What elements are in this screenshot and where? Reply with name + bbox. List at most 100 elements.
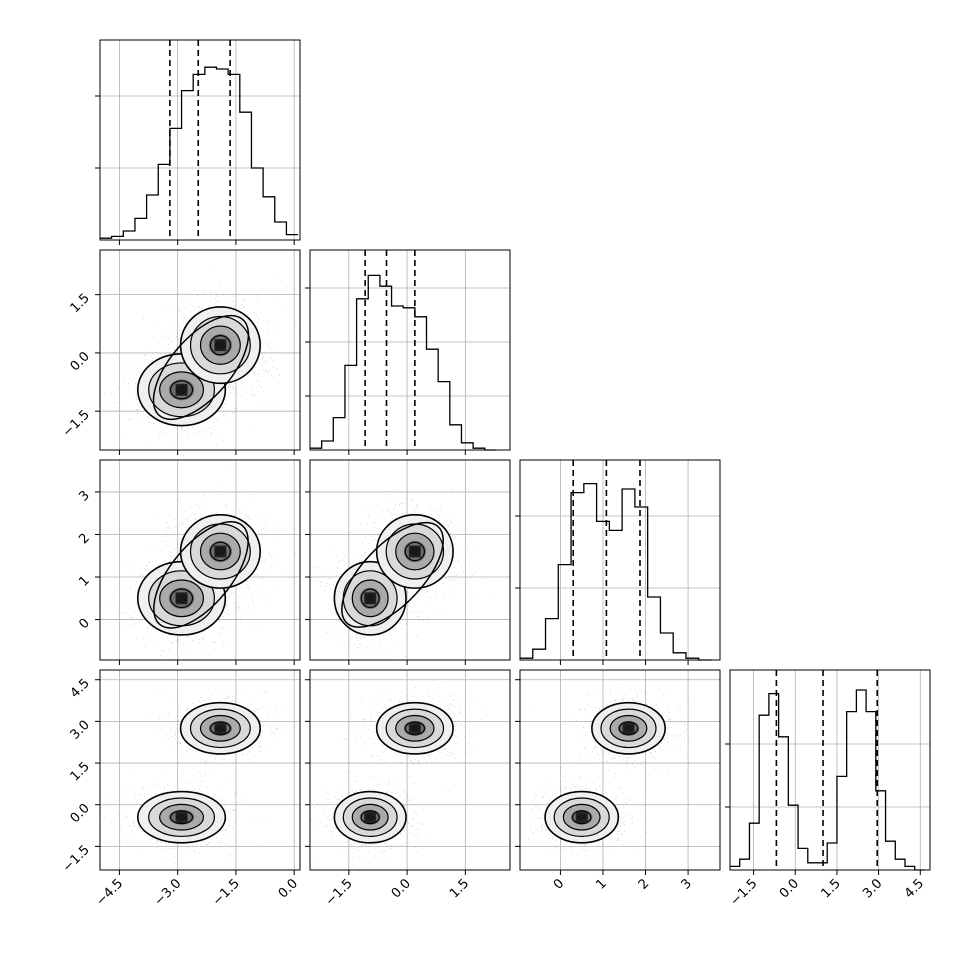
x-tick-label: 0	[551, 876, 567, 892]
hist-panel-0	[95, 39, 301, 245]
scatter-panel-3-0: −4.5 −3.0 −1.5 0.0 −1.5 0.0 1.5 3.0 4.5	[60, 669, 301, 909]
contour-line	[360, 810, 380, 825]
axes-frame	[519, 459, 721, 661]
contour-outer	[341, 521, 444, 628]
contour-line	[571, 810, 592, 825]
x-tick-label: 0.0	[276, 876, 301, 901]
density-core	[214, 545, 227, 558]
contour-line	[618, 721, 639, 736]
x-tick-label: −4.5	[93, 876, 126, 909]
contour-line	[170, 380, 194, 400]
x-tick-label: 1	[593, 876, 609, 892]
contour-line	[360, 588, 380, 609]
axes-frame	[309, 669, 511, 871]
y-tick-label: 4.5	[68, 676, 93, 701]
density-core	[214, 722, 227, 735]
density-core	[364, 592, 377, 605]
contour-line	[148, 362, 215, 418]
x-tick-label: 2	[636, 876, 652, 892]
contour-line	[179, 701, 261, 755]
contour-line	[544, 790, 620, 844]
contour-line	[159, 579, 205, 618]
y-tick-label: 0.0	[68, 349, 93, 374]
contour-line	[553, 797, 610, 838]
contour-line	[609, 714, 648, 742]
x-tick-label: 0.0	[389, 876, 414, 901]
y-tick-label: 0	[76, 616, 92, 632]
contour-line	[199, 532, 241, 571]
axes-frame	[309, 459, 511, 661]
y-tick-label: 1.5	[68, 759, 93, 784]
density-core	[575, 811, 588, 824]
contour-line	[395, 714, 435, 742]
contour-line	[199, 714, 241, 742]
contour-line	[209, 721, 231, 736]
histogram-step	[520, 482, 712, 661]
contour-line	[136, 790, 227, 844]
contour-line	[404, 541, 426, 562]
y-tick-label: 3.0	[68, 718, 93, 743]
sample-points	[100, 467, 296, 659]
contour-line	[159, 803, 205, 831]
density-core	[622, 722, 635, 735]
x-tick-label: 1.5	[819, 876, 844, 901]
contour-line	[562, 803, 601, 831]
x-tick-label: 0.0	[777, 876, 802, 901]
histogram-step	[730, 689, 925, 871]
contour-line	[351, 579, 389, 618]
x-tick-label: −1.5	[323, 876, 356, 909]
contour-line	[333, 790, 407, 844]
contour-line	[375, 514, 454, 589]
scatter-panel-3-1: −1.5 0.0 1.5	[305, 669, 511, 909]
x-tick-label: 3	[678, 876, 694, 892]
density-core	[408, 722, 421, 735]
contour-line	[159, 371, 205, 409]
density-core	[364, 811, 377, 824]
contour-line	[600, 708, 657, 749]
hist-panel-3: −1.5 0.0 1.5 3.0 4.5	[725, 669, 931, 909]
y-tick-label: 1.5	[68, 291, 93, 316]
x-tick-label: −1.5	[728, 876, 761, 909]
density-core	[408, 545, 421, 558]
y-tick-label: 3	[76, 488, 92, 504]
contour-line	[333, 560, 407, 636]
density-core	[175, 811, 188, 824]
contour-outer	[152, 314, 250, 421]
density-core	[175, 383, 188, 396]
axes-frame	[729, 669, 931, 871]
contour-line	[404, 721, 426, 736]
y-tick-label: 0.0	[68, 801, 93, 826]
axes-frame	[99, 249, 301, 451]
hist-panel-2	[515, 459, 721, 665]
x-tick-label: 3.0	[860, 876, 885, 901]
axes-frame	[309, 249, 511, 451]
contour-line	[170, 810, 194, 825]
contour-line	[209, 334, 231, 356]
scatter-panel-2-1	[305, 459, 511, 665]
contour-line	[351, 803, 389, 831]
contour-line	[148, 797, 215, 838]
contour-line	[342, 797, 398, 838]
contour-line	[189, 708, 251, 749]
hist-panel-1	[305, 249, 511, 455]
contour-line	[375, 701, 454, 755]
y-tick-label: 1	[76, 573, 92, 589]
x-tick-label: −3.0	[152, 876, 185, 909]
y-tick-label: −1.5	[60, 843, 93, 876]
scatter-panel-3-2: 0 1 2 3	[515, 669, 721, 893]
axes-frame	[99, 459, 301, 661]
density-core	[175, 592, 188, 605]
contour-line	[591, 701, 666, 755]
contour-line	[189, 315, 251, 375]
axes-frame	[99, 669, 301, 871]
x-tick-label: −1.5	[210, 876, 243, 909]
axes-frame	[99, 39, 301, 241]
y-tick-label: −1.5	[60, 407, 93, 440]
contour-line	[199, 325, 241, 365]
histogram-step	[310, 274, 497, 451]
scatter-panel-1-0: −1.5 0.0 1.5	[60, 249, 301, 455]
x-tick-label: 4.5	[902, 876, 927, 901]
scatter-panel-2-0: 0 1 2 3	[76, 459, 301, 665]
contour-outer	[153, 521, 249, 629]
